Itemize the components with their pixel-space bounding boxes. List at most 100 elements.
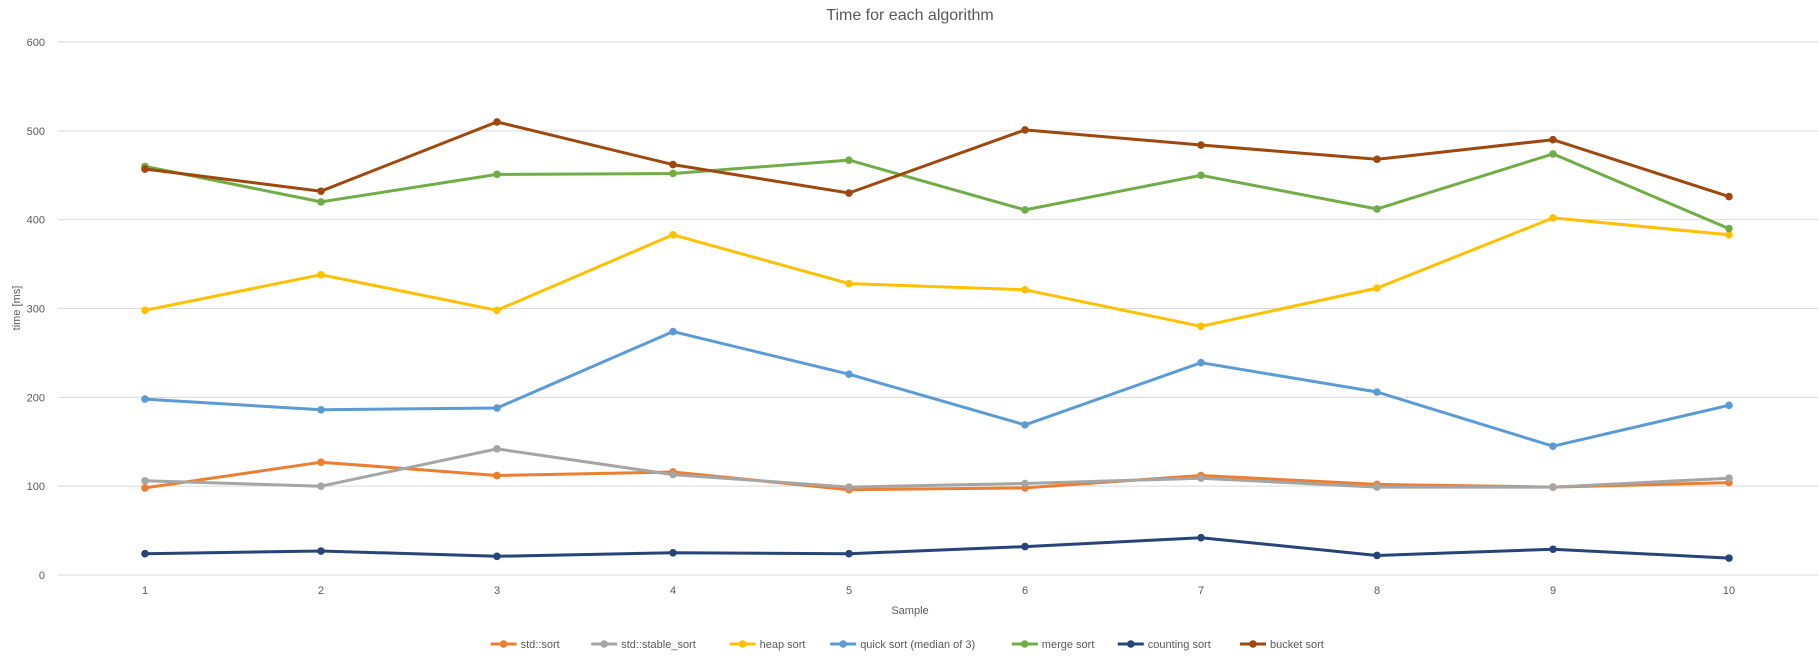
legend-swatch-marker bbox=[1127, 640, 1135, 648]
legend-label: quick sort (median of 3) bbox=[860, 639, 975, 651]
data-point bbox=[141, 477, 149, 485]
legend-item: quick sort (median of 3) bbox=[830, 639, 975, 651]
data-point bbox=[317, 547, 325, 555]
data-point bbox=[845, 189, 853, 197]
data-point bbox=[493, 552, 501, 561]
data-point bbox=[1197, 533, 1205, 542]
legend-label: heap sort bbox=[760, 639, 806, 651]
data-point bbox=[669, 169, 677, 178]
data-point bbox=[1373, 483, 1381, 491]
series-line bbox=[143, 536, 1731, 560]
data-point bbox=[1725, 230, 1733, 239]
legend: std::sort std::stable_sort heap sort quick … bbox=[490, 639, 1324, 651]
x-axis-title: Sample bbox=[891, 605, 928, 617]
legend-item: bucket sort bbox=[1240, 639, 1324, 651]
chart-title: Time for each algorithm bbox=[826, 7, 993, 24]
legend-item: merge sort bbox=[1011, 639, 1095, 651]
grid-lines bbox=[58, 41, 1818, 576]
data-point bbox=[845, 279, 853, 288]
series-quick-sort-median-of-3- bbox=[141, 327, 1733, 450]
data-point bbox=[1725, 554, 1733, 562]
data-point bbox=[493, 170, 501, 179]
legend-label: counting sort bbox=[1148, 639, 1211, 651]
data-point bbox=[1021, 421, 1029, 429]
x-tick-label: 10 bbox=[1723, 585, 1735, 597]
x-tick-label: 7 bbox=[1198, 585, 1204, 597]
data-point bbox=[1197, 141, 1205, 149]
series-line bbox=[143, 216, 1731, 328]
x-tick-label: 6 bbox=[1022, 585, 1028, 597]
data-point bbox=[845, 370, 853, 379]
data-point bbox=[141, 484, 149, 492]
x-tick-label: 4 bbox=[670, 585, 676, 597]
data-point bbox=[141, 306, 149, 315]
data-point bbox=[845, 549, 853, 558]
y-tick-label: 500 bbox=[27, 126, 45, 138]
series-counting-sort bbox=[141, 533, 1733, 562]
legend-label: merge sort bbox=[1042, 639, 1095, 651]
data-point bbox=[1021, 479, 1029, 488]
data-point bbox=[1725, 224, 1733, 233]
legend-swatch-marker bbox=[1249, 640, 1257, 648]
data-point bbox=[493, 118, 501, 126]
data-point bbox=[493, 445, 501, 453]
data-point bbox=[317, 482, 325, 490]
data-point bbox=[141, 549, 149, 558]
legend-label: std::sort bbox=[521, 639, 560, 651]
data-point bbox=[141, 165, 149, 173]
data-point bbox=[845, 156, 853, 164]
data-point bbox=[493, 306, 501, 315]
series-merge-sort bbox=[141, 150, 1733, 233]
series-std-stable-sort bbox=[141, 445, 1733, 491]
data-point bbox=[669, 160, 677, 169]
data-point bbox=[1549, 442, 1557, 450]
series-line bbox=[143, 120, 1731, 199]
legend-swatch-marker bbox=[600, 640, 608, 648]
data-point bbox=[669, 230, 677, 239]
data-point bbox=[1549, 150, 1557, 158]
legend-swatch-marker bbox=[738, 640, 747, 648]
y-tick-label: 0 bbox=[39, 570, 45, 582]
x-tick-label: 9 bbox=[1550, 585, 1556, 597]
series-heap-sort bbox=[141, 214, 1733, 331]
data-point bbox=[1021, 206, 1029, 214]
y-axis-ticks: 0 100 200 300 400 500 600 bbox=[27, 37, 45, 582]
x-tick-label: 5 bbox=[846, 585, 852, 597]
series-line bbox=[143, 447, 1731, 489]
y-tick-label: 100 bbox=[27, 481, 45, 493]
y-axis-title: time [ms] bbox=[11, 286, 23, 331]
data-point bbox=[1725, 192, 1733, 201]
data-point bbox=[1725, 401, 1733, 410]
data-point bbox=[1549, 214, 1557, 222]
data-point bbox=[1725, 474, 1733, 482]
data-point bbox=[317, 405, 325, 414]
x-tick-label: 2 bbox=[318, 585, 324, 597]
x-tick-label: 8 bbox=[1374, 585, 1380, 597]
data-point bbox=[1197, 358, 1205, 367]
data-point bbox=[669, 470, 677, 479]
legend-swatch-marker bbox=[839, 640, 847, 648]
legend-swatch-marker bbox=[499, 640, 508, 648]
data-point bbox=[1197, 171, 1205, 180]
data-point bbox=[1021, 126, 1029, 134]
data-point bbox=[1021, 542, 1029, 551]
data-point bbox=[845, 483, 853, 491]
series-lines bbox=[141, 118, 1733, 562]
x-tick-label: 1 bbox=[142, 585, 148, 597]
legend-item: std::sort bbox=[490, 639, 560, 651]
data-point bbox=[141, 395, 149, 403]
data-point bbox=[1549, 135, 1557, 144]
series-line bbox=[143, 152, 1731, 231]
data-point bbox=[1549, 545, 1557, 554]
legend-label: bucket sort bbox=[1270, 639, 1324, 651]
x-axis-ticks: 1 2 3 4 5 6 7 8 9 10 bbox=[142, 585, 1735, 597]
legend-swatch-marker bbox=[1021, 640, 1029, 648]
data-point bbox=[1373, 388, 1381, 396]
data-point bbox=[1549, 483, 1557, 491]
data-point bbox=[1373, 205, 1381, 213]
legend-item: counting sort bbox=[1117, 639, 1211, 651]
data-point bbox=[1197, 474, 1205, 482]
data-point bbox=[1373, 284, 1381, 292]
